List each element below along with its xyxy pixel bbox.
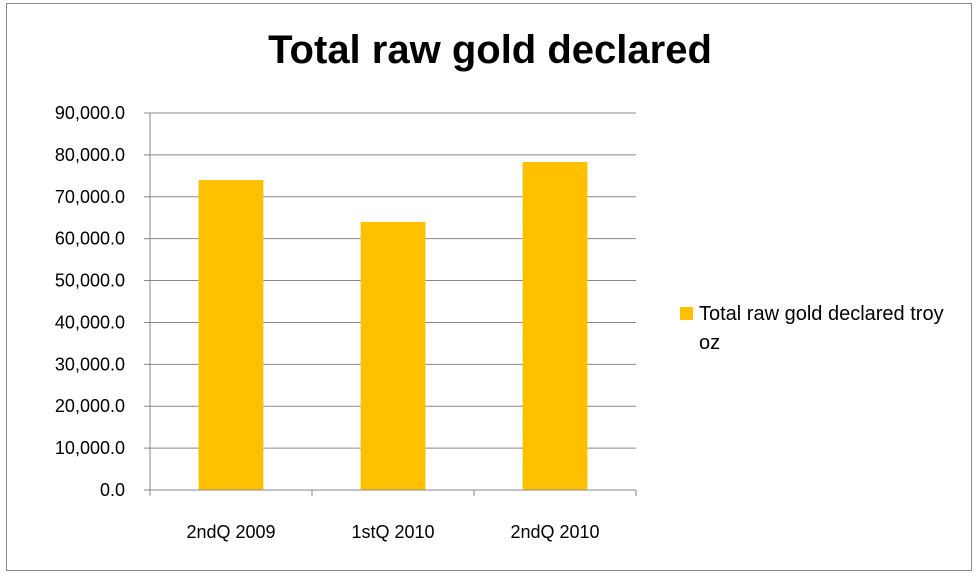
y-tick-label: 40,000.0 [55, 312, 125, 332]
y-tick-label: 20,000.0 [55, 396, 125, 416]
bar [522, 162, 588, 490]
bar [360, 221, 426, 490]
y-tick-label: 60,000.0 [55, 229, 125, 249]
x-tick-label: 2ndQ 2009 [186, 522, 275, 542]
chart-frame [6, 3, 972, 571]
axes [144, 112, 637, 496]
legend-swatch [680, 307, 693, 320]
y-tick-label: 80,000.0 [55, 145, 125, 165]
x-tick-label: 2ndQ 2010 [510, 522, 599, 542]
y-tick-label: 50,000.0 [55, 271, 125, 291]
y-tick-label: 0.0 [100, 480, 125, 500]
legend: Total raw gold declared troy oz [680, 300, 970, 358]
legend-label: Total raw gold declared troy oz [699, 303, 944, 354]
bars [198, 162, 588, 490]
y-tick-label: 30,000.0 [55, 354, 125, 374]
y-tick-label: 10,000.0 [55, 438, 125, 458]
bar [198, 180, 264, 490]
y-tick-labels: 0.0 10,000.0 20,000.0 30,000.0 40,000.0 50,00… [55, 103, 125, 500]
x-tick-label: 1stQ 2010 [351, 522, 434, 542]
y-tick-label: 90,000.0 [55, 103, 125, 123]
chart-title: Total raw gold declared [268, 28, 712, 72]
y-tick-label: 70,000.0 [55, 187, 125, 207]
x-tick-labels: 2ndQ 2009 1stQ 2010 2ndQ 2010 [186, 522, 599, 542]
